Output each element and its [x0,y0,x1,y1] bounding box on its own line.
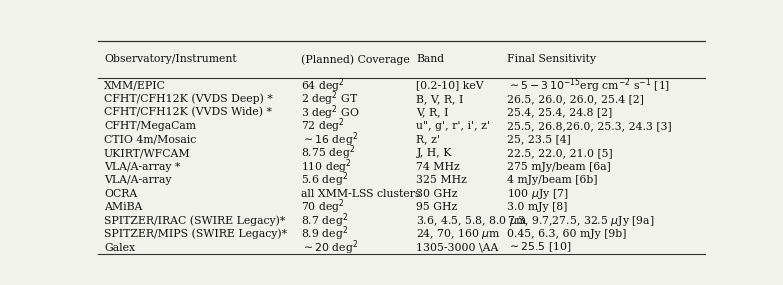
Text: 4 mJy/beam [6b]: 4 mJy/beam [6b] [507,175,598,185]
Text: 26.5, 26.0, 26.0, 25.4 [2]: 26.5, 26.0, 26.0, 25.4 [2] [507,94,644,104]
Text: 8.7 deg$^2$: 8.7 deg$^2$ [301,211,348,230]
Text: 25.5, 26.8,26.0, 25.3, 24.3 [3]: 25.5, 26.8,26.0, 25.3, 24.3 [3] [507,121,672,131]
Text: 8.75 deg$^2$: 8.75 deg$^2$ [301,144,355,162]
Text: CFHT/CFH12K (VVDS Deep) *: CFHT/CFH12K (VVDS Deep) * [104,94,272,104]
Text: SPITZER/IRAC (SWIRE Legacy)*: SPITZER/IRAC (SWIRE Legacy)* [104,215,285,226]
Text: 95 GHz: 95 GHz [417,202,458,212]
Text: 25, 23.5 [4]: 25, 23.5 [4] [507,135,572,144]
Text: UKIRT/WFCAM: UKIRT/WFCAM [104,148,190,158]
Text: (Planned) Coverage: (Planned) Coverage [301,54,410,65]
Text: Band: Band [417,54,445,64]
Text: 64 deg$^2$: 64 deg$^2$ [301,76,345,95]
Text: all XMM-LSS clusters: all XMM-LSS clusters [301,189,420,199]
Text: $\sim 20$ deg$^2$: $\sim 20$ deg$^2$ [301,238,359,257]
Text: $\sim 25.5$ [10]: $\sim 25.5$ [10] [507,241,572,254]
Text: R, z': R, z' [417,135,441,144]
Text: 70 deg$^2$: 70 deg$^2$ [301,198,345,216]
Text: $\sim 5 - 3\,10^{-15}$erg cm$^{-2}$ s$^{-1}$ [1]: $\sim 5 - 3\,10^{-15}$erg cm$^{-2}$ s$^{… [507,76,671,95]
Text: 74 MHz: 74 MHz [417,162,460,172]
Text: J, H, K: J, H, K [417,148,452,158]
Text: 325 MHz: 325 MHz [417,175,467,185]
Text: VLA/A-array *: VLA/A-array * [104,162,180,172]
Text: 25.4, 25.4, 24.8 [2]: 25.4, 25.4, 24.8 [2] [507,107,613,117]
Text: u", g', r', i', z': u", g', r', i', z' [417,121,490,131]
Text: 72 deg$^2$: 72 deg$^2$ [301,117,345,135]
Text: SPITZER/MIPS (SWIRE Legacy)*: SPITZER/MIPS (SWIRE Legacy)* [104,229,287,239]
Text: 5.6 deg$^2$: 5.6 deg$^2$ [301,171,348,189]
Text: 30 GHz: 30 GHz [417,189,458,199]
Text: CFHT/CFH12K (VVDS Wide) *: CFHT/CFH12K (VVDS Wide) * [104,107,272,118]
Text: VLA/A-array: VLA/A-array [104,175,171,185]
Text: 22.5, 22.0, 21.0 [5]: 22.5, 22.0, 21.0 [5] [507,148,613,158]
Text: [0.2-10] keV: [0.2-10] keV [417,81,484,91]
Text: 24, 70, 160 $\mu$m: 24, 70, 160 $\mu$m [417,227,501,241]
Text: 3.0 mJy [8]: 3.0 mJy [8] [507,202,568,212]
Text: Observatory/Instrument: Observatory/Instrument [104,54,236,64]
Text: 3 deg$^2$ GO: 3 deg$^2$ GO [301,103,359,122]
Text: $\sim 16$ deg$^2$: $\sim 16$ deg$^2$ [301,130,359,149]
Text: 2 deg$^2$ GT: 2 deg$^2$ GT [301,90,359,108]
Text: 0.45, 6.3, 60 mJy [9b]: 0.45, 6.3, 60 mJy [9b] [507,229,627,239]
Text: 100 $\mu$Jy [7]: 100 $\mu$Jy [7] [507,187,569,201]
Text: XMM/EPIC: XMM/EPIC [104,81,166,91]
Text: V, R, I: V, R, I [417,107,449,117]
Text: 1305-3000 \AA: 1305-3000 \AA [417,243,499,253]
Text: 110 deg$^2$: 110 deg$^2$ [301,157,352,176]
Text: OCRA: OCRA [104,189,137,199]
Text: B, V, R, I: B, V, R, I [417,94,464,104]
Text: CFHT/MegaCam: CFHT/MegaCam [104,121,196,131]
Text: AMiBA: AMiBA [104,202,143,212]
Text: 275 mJy/beam [6a]: 275 mJy/beam [6a] [507,162,612,172]
Text: 7.3, 9.7,27.5, 32.5 $\mu$Jy [9a]: 7.3, 9.7,27.5, 32.5 $\mu$Jy [9a] [507,213,655,227]
Text: 8.9 deg$^2$: 8.9 deg$^2$ [301,225,348,243]
Text: 3.6, 4.5, 5.8, 8.0 $\mu$m: 3.6, 4.5, 5.8, 8.0 $\mu$m [417,213,529,227]
Text: Final Sensitivity: Final Sensitivity [507,54,597,64]
Text: Galex: Galex [104,243,135,253]
Text: CTIO 4m/Mosaic: CTIO 4m/Mosaic [104,135,197,144]
